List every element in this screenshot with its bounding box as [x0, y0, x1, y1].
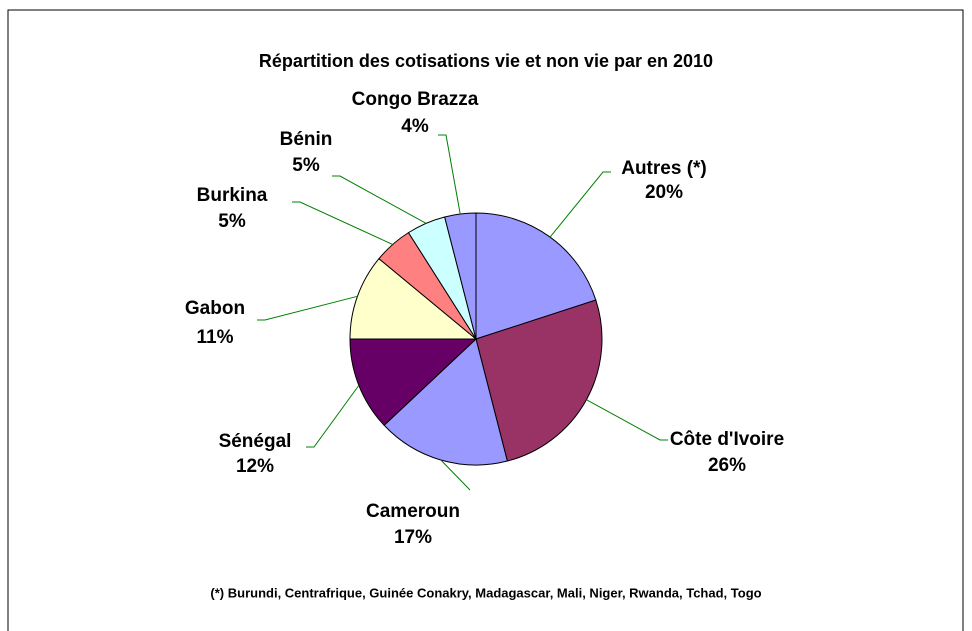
pie-slice: [444, 212, 477, 340]
slice-value: 11%: [197, 327, 234, 348]
pie-slice: [475, 212, 597, 340]
slice-label: Sénégal: [219, 431, 292, 452]
leader-line: [306, 385, 360, 448]
leader-line: [586, 399, 668, 441]
leader-line: [332, 175, 427, 224]
leader-line: [440, 459, 471, 491]
pie-slice: [475, 299, 603, 462]
leader-line: [549, 171, 611, 238]
pie-slice: [349, 338, 478, 426]
pie-slice: [383, 338, 508, 466]
leader-line: [257, 295, 358, 321]
slice-value: 4%: [401, 116, 429, 137]
slice-label: Congo Brazza: [352, 89, 479, 110]
slice-value: 5%: [292, 155, 320, 176]
chart-title: Répartition des cotisations vie et non v…: [259, 51, 713, 71]
slice-value: 17%: [394, 527, 432, 548]
slice-value: 12%: [236, 456, 274, 477]
footnote: (*) Burundi, Centrafrique, Guinée Conakr…: [210, 585, 761, 600]
slice-label: Bénin: [280, 129, 333, 150]
slice-value: 26%: [708, 455, 746, 476]
slice-label: Cameroun: [366, 501, 460, 522]
slice-label: Burkina: [197, 185, 268, 206]
slice-value: 20%: [645, 182, 683, 203]
slice-label: Côte d'Ivoire: [670, 429, 784, 450]
slice-value: 5%: [218, 211, 246, 232]
slice-label: Gabon: [185, 298, 245, 319]
slice-label: Autres (*): [621, 158, 707, 179]
leader-line: [438, 134, 461, 215]
leader-line: [292, 201, 393, 245]
